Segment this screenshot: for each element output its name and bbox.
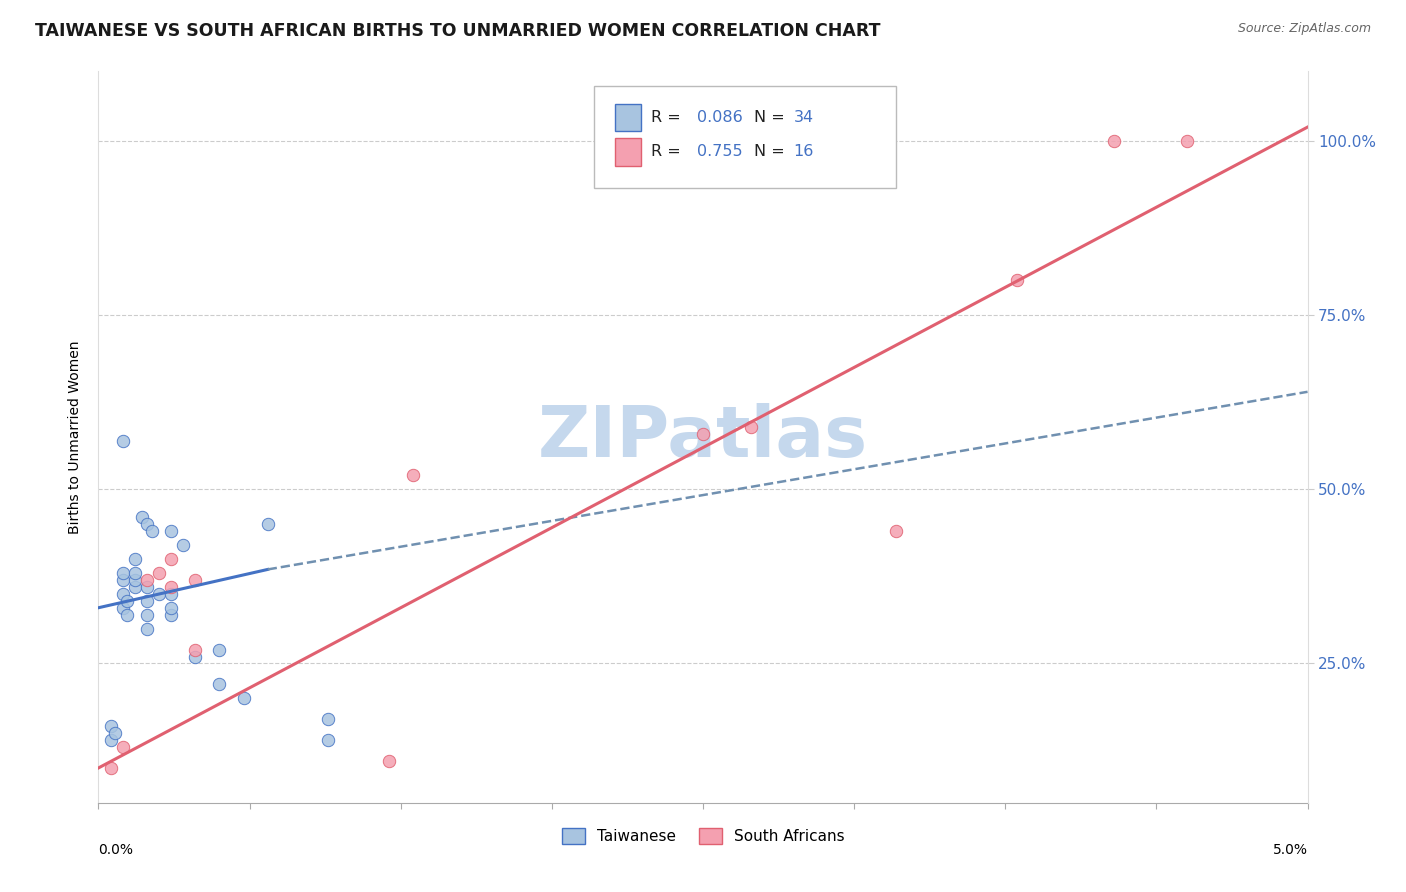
Text: 5.0%: 5.0% <box>1272 843 1308 857</box>
Point <box>160 580 183 594</box>
Text: ZIPatlas: ZIPatlas <box>538 402 868 472</box>
FancyBboxPatch shape <box>614 103 641 131</box>
Point <box>111 740 134 755</box>
Point <box>172 538 194 552</box>
Point <box>100 733 122 747</box>
Text: TAIWANESE VS SOUTH AFRICAN BIRTHS TO UNMARRIED WOMEN CORRELATION CHART: TAIWANESE VS SOUTH AFRICAN BIRTHS TO UNM… <box>35 22 880 40</box>
Text: N =: N = <box>754 110 790 125</box>
Point <box>124 566 146 580</box>
Point <box>160 587 183 601</box>
Point <box>160 524 183 538</box>
Point <box>135 580 157 594</box>
Text: N =: N = <box>754 145 790 160</box>
Point <box>135 594 157 608</box>
Text: 0.0%: 0.0% <box>98 843 134 857</box>
Point <box>111 566 134 580</box>
Point <box>1007 273 1029 287</box>
Point <box>111 434 134 448</box>
Point <box>131 510 153 524</box>
Point <box>184 642 207 657</box>
Text: R =: R = <box>651 110 686 125</box>
Point <box>111 587 134 601</box>
FancyBboxPatch shape <box>614 138 641 166</box>
Text: 0.755: 0.755 <box>697 145 742 160</box>
Point <box>117 594 139 608</box>
Point <box>124 580 146 594</box>
Point <box>148 566 170 580</box>
Point <box>208 677 231 691</box>
Text: 34: 34 <box>793 110 814 125</box>
Point <box>184 649 207 664</box>
Point <box>377 754 399 768</box>
Point <box>135 517 157 532</box>
Point <box>1102 134 1125 148</box>
Text: Source: ZipAtlas.com: Source: ZipAtlas.com <box>1237 22 1371 36</box>
Point <box>232 691 254 706</box>
Point <box>100 761 122 775</box>
Point <box>135 622 157 636</box>
Point <box>111 600 134 615</box>
Point <box>886 524 908 538</box>
Point <box>160 607 183 622</box>
Point <box>208 642 231 657</box>
FancyBboxPatch shape <box>595 86 897 188</box>
Point <box>141 524 163 538</box>
Point <box>1175 134 1198 148</box>
Text: R =: R = <box>651 145 686 160</box>
Point <box>740 419 762 434</box>
Point <box>316 733 339 747</box>
Point <box>100 719 122 733</box>
Y-axis label: Births to Unmarried Women: Births to Unmarried Women <box>69 341 83 533</box>
Point <box>160 552 183 566</box>
Point <box>135 607 157 622</box>
Text: 16: 16 <box>793 145 814 160</box>
Point <box>117 607 139 622</box>
Point <box>184 573 207 587</box>
Point <box>692 426 714 441</box>
Point <box>160 600 183 615</box>
Point <box>111 573 134 587</box>
Point <box>148 587 170 601</box>
Text: 0.086: 0.086 <box>697 110 742 125</box>
Point <box>256 517 278 532</box>
Legend: Taiwanese, South Africans: Taiwanese, South Africans <box>555 822 851 850</box>
Point <box>124 552 146 566</box>
Point <box>135 573 157 587</box>
Point <box>124 573 146 587</box>
Point <box>402 468 425 483</box>
Point <box>316 712 339 726</box>
Point <box>104 726 127 740</box>
